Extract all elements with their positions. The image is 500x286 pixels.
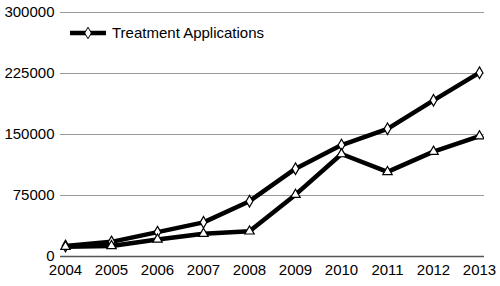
svg-text:2007: 2007 xyxy=(187,261,220,278)
svg-text:2008: 2008 xyxy=(233,261,266,278)
svg-text:0: 0 xyxy=(46,247,55,265)
svg-text:2006: 2006 xyxy=(141,261,174,278)
svg-text:2005: 2005 xyxy=(95,261,128,278)
svg-text:2012: 2012 xyxy=(417,261,450,278)
svg-text:75000: 75000 xyxy=(13,186,55,203)
html-text:Treatment Applications: Treatment Applications xyxy=(112,24,264,41)
svg-text:225000: 225000 xyxy=(4,64,54,81)
svg-text:2013: 2013 xyxy=(463,261,496,278)
svg-text:2009: 2009 xyxy=(279,261,312,278)
svg-text:150000: 150000 xyxy=(4,125,54,142)
svg-text:2011: 2011 xyxy=(371,261,403,278)
svg-text:2010: 2010 xyxy=(325,261,358,278)
svg-text:300000: 300000 xyxy=(4,3,54,20)
svg-text:2004: 2004 xyxy=(49,261,82,278)
